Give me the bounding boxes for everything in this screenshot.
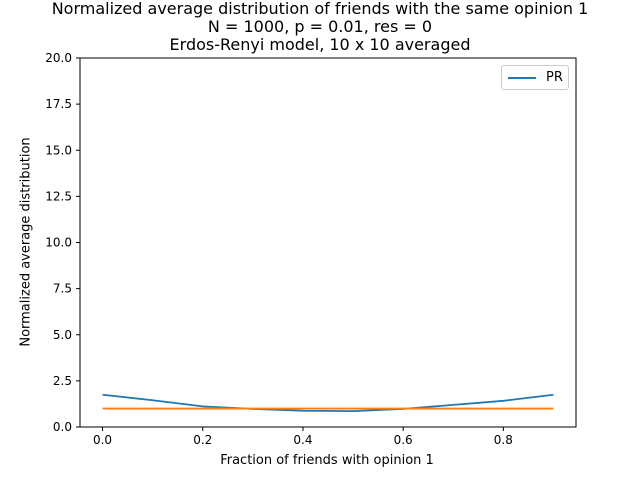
- chart-title-line-3: Erdos-Renyi model, 10 x 10 averaged: [169, 35, 471, 54]
- x-tick-label: 0.0: [93, 433, 112, 447]
- legend: PR: [501, 65, 569, 90]
- legend-label-pr: PR: [546, 70, 563, 85]
- y-tick-label: 5.0: [53, 328, 72, 342]
- x-tick-label: 0.4: [293, 433, 312, 447]
- x-tick-label: 0.2: [193, 433, 212, 447]
- y-tick-label: 0.0: [53, 420, 72, 434]
- series-line-pr: [102, 393, 554, 413]
- plot-frame: [79, 57, 577, 428]
- y-tick-label: 10.0: [45, 236, 72, 250]
- y-tick-label: 12.5: [45, 189, 72, 203]
- legend-swatch-pr: [508, 77, 536, 79]
- y-axis-label: Normalized average distribution: [18, 137, 34, 347]
- x-tick-label: 0.6: [394, 433, 413, 447]
- y-tick-label: 15.0: [45, 143, 72, 157]
- x-axis-label: Fraction of friends with opinion 1: [220, 453, 434, 468]
- y-tick-label: 20.0: [45, 51, 72, 65]
- y-tick-label: 7.5: [53, 282, 72, 296]
- y-tick-label: 2.5: [53, 374, 72, 388]
- chart-title-line-1: Normalized average distribution of frien…: [51, 0, 589, 18]
- x-tick-label: 0.8: [494, 433, 513, 447]
- y-tick-label: 17.5: [45, 97, 72, 111]
- chart-title-line-2: N = 1000, p = 0.01, res = 0: [207, 17, 433, 36]
